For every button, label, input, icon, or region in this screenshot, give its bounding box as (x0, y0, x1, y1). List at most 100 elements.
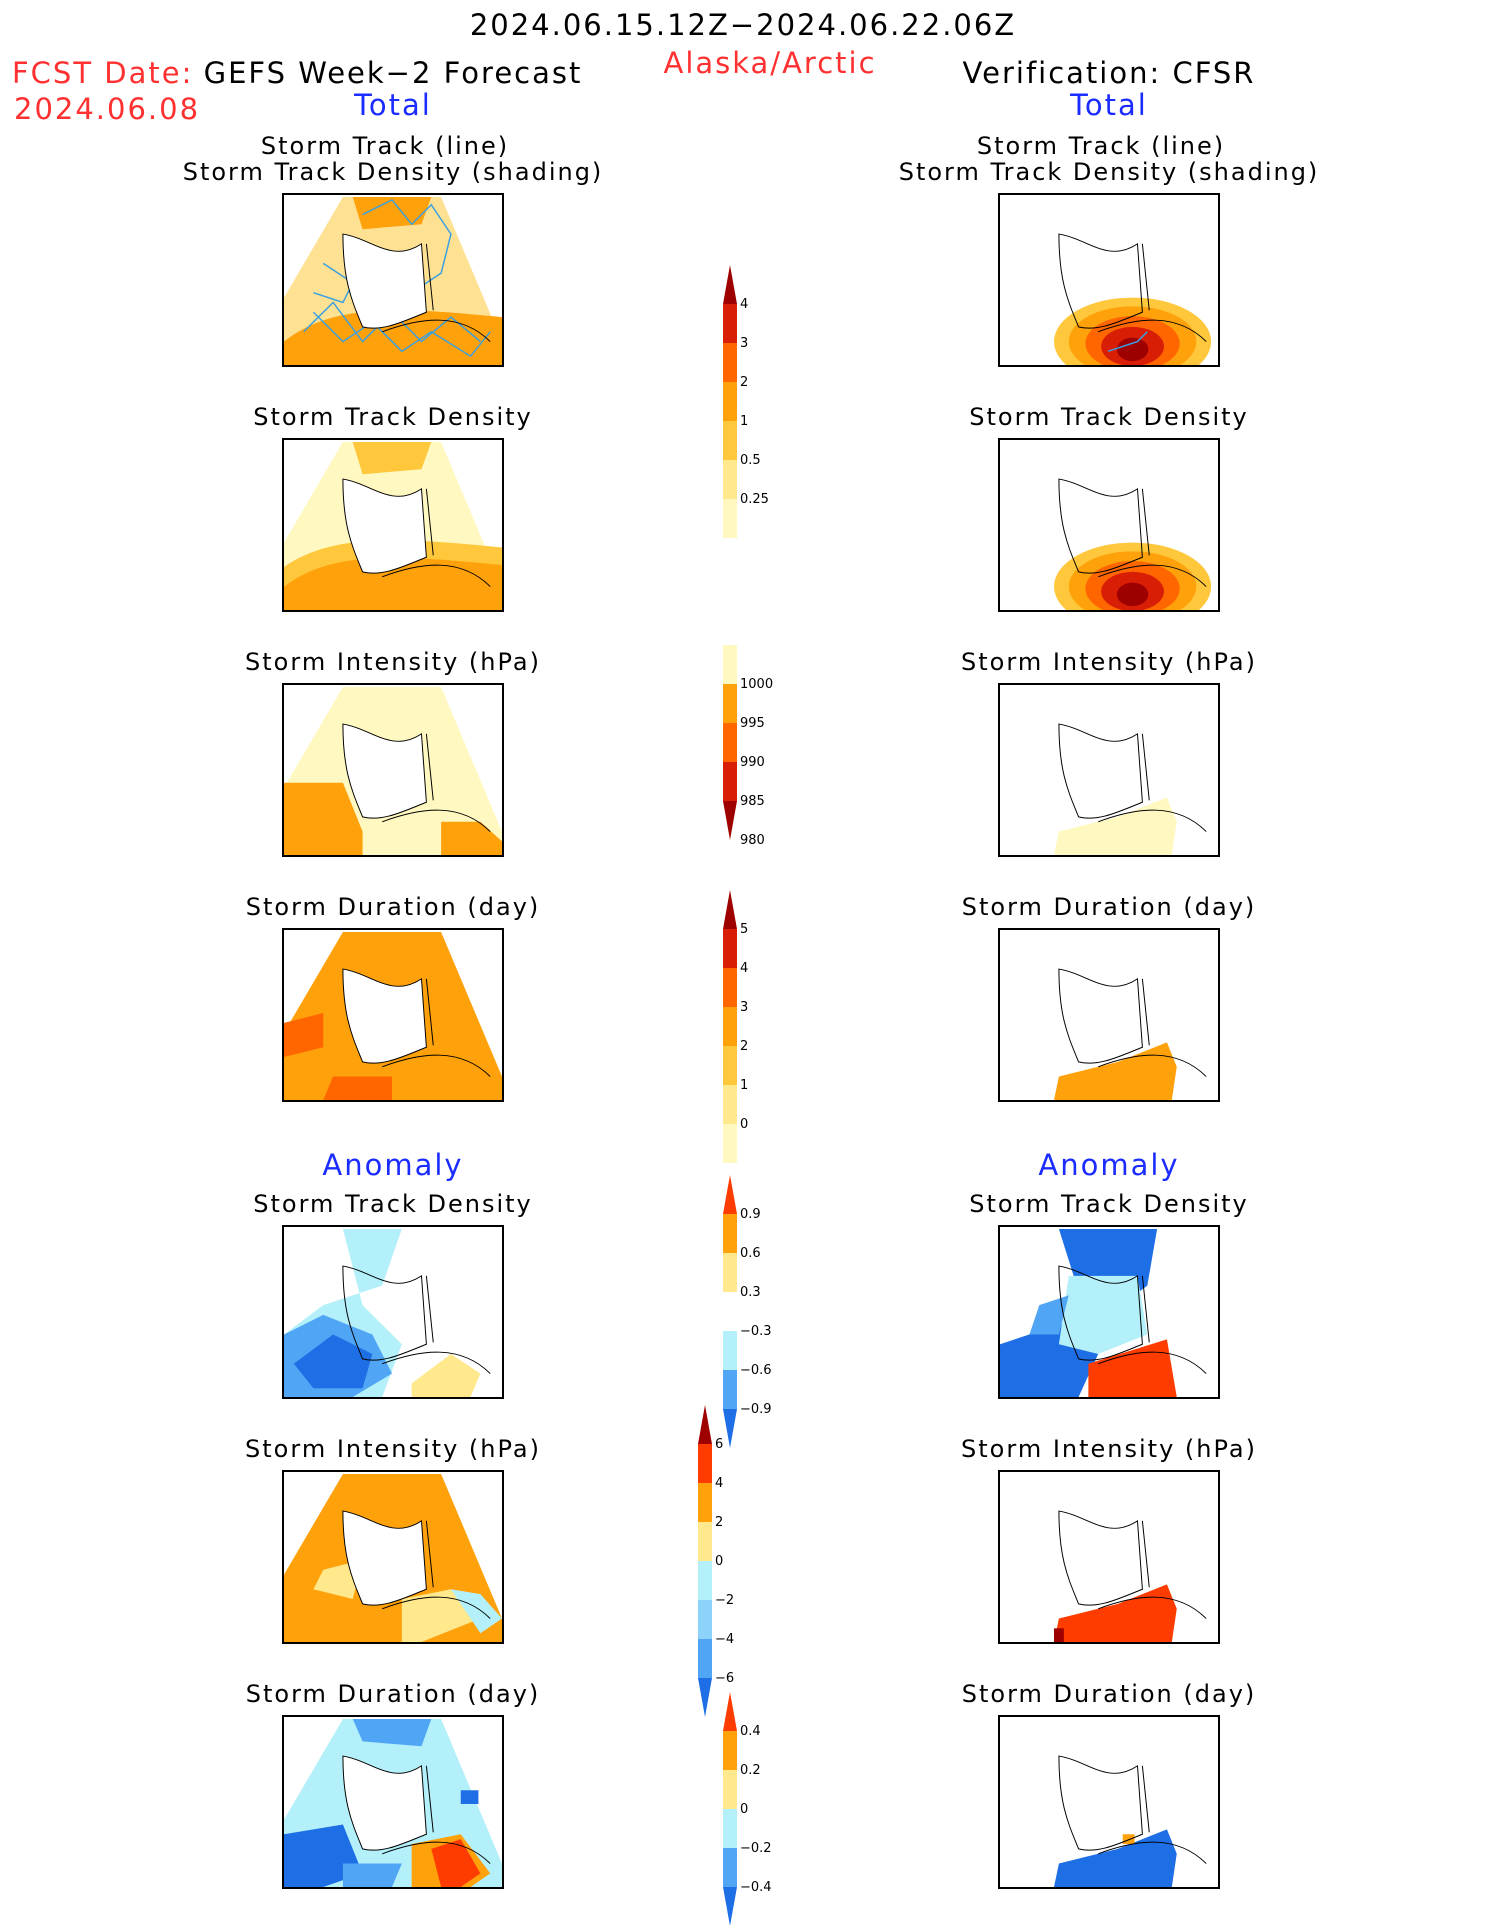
map-verification-density (998, 438, 1220, 612)
colorbar-swatch (723, 684, 737, 723)
colorbar-tick-label: 1 (740, 414, 748, 429)
colorbar-tick-label: −2 (715, 1593, 734, 1608)
verification-title: Verification: CFSR (962, 56, 1256, 90)
colorbar-tick-label: 980 (740, 833, 765, 848)
colorbar-tick-label: −6 (715, 1671, 734, 1686)
panel-title-track-shading-right: Storm Track Density (shading) (898, 158, 1320, 186)
panel-title-anom-intensity-left: Storm Intensity (hPa) (245, 1435, 541, 1463)
anomaly-label-left: Anomaly (322, 1148, 464, 1182)
colorbar-tick-label: 1 (740, 1078, 748, 1093)
colorbar-tick-label: −0.2 (740, 1841, 772, 1856)
colorbar-swatch (723, 801, 737, 840)
colorbar-tick-label: 0.9 (740, 1207, 761, 1222)
colorbar-swatch (698, 1561, 712, 1600)
colorbar-swatch (723, 343, 737, 382)
panel-title-density-right: Storm Track Density (969, 403, 1249, 431)
colorbar-swatch (723, 499, 737, 538)
colorbar-swatch (723, 1253, 737, 1292)
forecast-title: GEFS Week−2 Forecast (203, 56, 583, 90)
colorbar-swatch (723, 1809, 737, 1848)
anomaly-label-right: Anomaly (1038, 1148, 1180, 1182)
date-range-title: 2024.06.15.12Z−2024.06.22.06Z (469, 8, 1017, 42)
colorbar-swatch (723, 265, 737, 304)
colorbar-tick-label: 0.2 (740, 1763, 761, 1778)
colorbar-swatch (723, 929, 737, 968)
colorbar-tick-label: 4 (715, 1476, 723, 1491)
map-verification-anom-duration (998, 1715, 1220, 1889)
colorbar-swatch (698, 1600, 712, 1639)
panel-title-track-shading-left: Storm Track Density (shading) (182, 158, 604, 186)
colorbar-swatch (698, 1444, 712, 1483)
panel-title-anom-duration-left: Storm Duration (day) (245, 1680, 541, 1708)
colorbar-swatch (723, 1409, 737, 1448)
map-forecast-intensity (282, 683, 504, 857)
total-label-left: Total (354, 88, 432, 122)
colorbar-swatch (723, 1331, 737, 1370)
colorbar-tick-label: 2 (740, 375, 748, 390)
colorbar-swatch (698, 1522, 712, 1561)
colorbar-tick-label: 3 (740, 1000, 748, 1015)
total-label-right: Total (1070, 88, 1148, 122)
map-verification-intensity (998, 683, 1220, 857)
colorbar-swatch (723, 1848, 737, 1887)
colorbar-swatch (723, 1214, 737, 1253)
colorbar-tick-label: −0.3 (740, 1324, 772, 1339)
colorbar-tick-label: 0.3 (740, 1285, 761, 1300)
fcst-date-value: 2024.06.08 (14, 92, 201, 126)
panel-title-anom-duration-right: Storm Duration (day) (961, 1680, 1257, 1708)
panel-title-track-line-left: Storm Track (line) (260, 132, 510, 160)
colorbar-tick-label: 5 (740, 922, 748, 937)
colorbar-tick-label: 0 (740, 1802, 748, 1817)
colorbar-swatch (723, 460, 737, 499)
colorbar-swatch (723, 1175, 737, 1214)
colorbar-tick-label: 4 (740, 297, 748, 312)
colorbar-tick-label: 995 (740, 716, 765, 731)
map-forecast-track-total (282, 193, 504, 367)
colorbar-tick-label: 2 (715, 1515, 723, 1530)
colorbar-tick-label: 0.5 (740, 453, 761, 468)
map-verification-duration (998, 928, 1220, 1102)
colorbar-swatch (723, 1292, 737, 1331)
colorbar-swatch (698, 1483, 712, 1522)
colorbar-swatch (723, 1770, 737, 1809)
colorbar-tick-label: −4 (715, 1632, 734, 1647)
colorbar-tick-label: 0.25 (740, 492, 769, 507)
map-verification-anom-intensity (998, 1470, 1220, 1644)
map-forecast-anom-intensity (282, 1470, 504, 1644)
panel-title-anom-intensity-right: Storm Intensity (hPa) (961, 1435, 1257, 1463)
colorbar-tick-label: −0.6 (740, 1363, 772, 1378)
panel-title-duration-left: Storm Duration (day) (245, 893, 541, 921)
colorbar-tick-label: 0 (715, 1554, 723, 1569)
panel-title-density-left: Storm Track Density (253, 403, 533, 431)
panel-title-intensity-left: Storm Intensity (hPa) (245, 648, 541, 676)
colorbar-swatch (723, 1007, 737, 1046)
colorbar-tick-label: 0 (740, 1117, 748, 1132)
map-forecast-duration (282, 928, 504, 1102)
map-verification-anom-density (998, 1225, 1220, 1399)
colorbar-swatch (723, 304, 737, 343)
panel-title-anom-density-right: Storm Track Density (969, 1190, 1249, 1218)
colorbar-swatch (698, 1678, 712, 1717)
colorbar-swatch (723, 1124, 737, 1163)
colorbar-tick-label: 0.4 (740, 1724, 761, 1739)
colorbar-tick-label: 0.6 (740, 1246, 761, 1261)
map-verification-track-total (998, 193, 1220, 367)
colorbar-swatch (698, 1639, 712, 1678)
colorbar-swatch (723, 890, 737, 929)
colorbar-swatch (723, 762, 737, 801)
colorbar-swatch (698, 1405, 712, 1444)
map-forecast-density (282, 438, 504, 612)
colorbar-swatch (723, 968, 737, 1007)
colorbar-swatch (723, 645, 737, 684)
colorbar-swatch (723, 1731, 737, 1770)
fcst-date-label: FCST Date: (12, 56, 194, 90)
panel-title-anom-density-left: Storm Track Density (253, 1190, 533, 1218)
panel-title-track-line-right: Storm Track (line) (976, 132, 1226, 160)
map-forecast-anom-density (282, 1225, 504, 1399)
colorbar-swatch (723, 382, 737, 421)
colorbar-swatch (723, 1085, 737, 1124)
